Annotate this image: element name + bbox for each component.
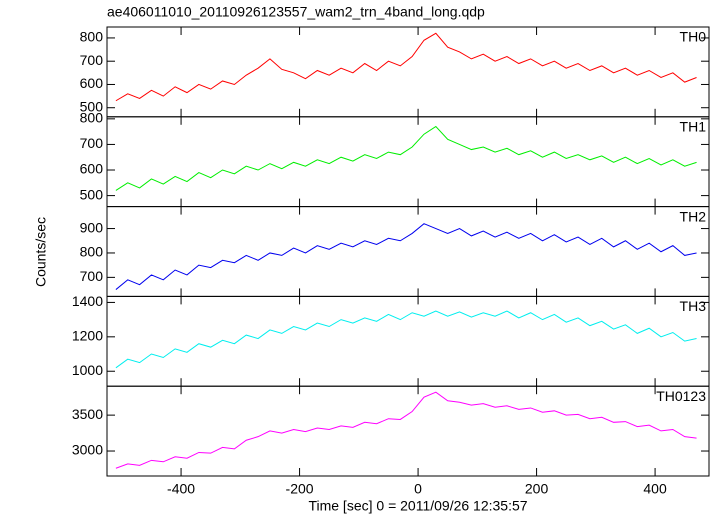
panel-frame (106, 295, 710, 387)
x-tick-label: 0 (414, 481, 422, 497)
y-tick-label: 1400 (72, 293, 103, 309)
panel-frame (106, 206, 710, 297)
y-tick-label: 700 (80, 135, 104, 151)
line (115, 391, 697, 469)
y-tick-label: 800 (80, 110, 104, 126)
panel-label: TH0123 (656, 388, 706, 404)
chart-title: ae406011010_20110926123557_wam2_trn_4ban… (107, 4, 485, 20)
x-tick-label: -200 (286, 481, 314, 497)
y-axis-label: Counts/sec (33, 217, 49, 287)
x-axis-label: Time [sec] 0 = 2011/09/26 12:35:57 (308, 498, 527, 514)
x-tick-label: -400 (167, 481, 195, 497)
x-tick-label: 400 (643, 481, 667, 497)
line (115, 125, 697, 191)
y-tick-label: 500 (80, 98, 104, 114)
y-tick-label: 1000 (72, 362, 103, 378)
y-tick-label: 900 (80, 219, 104, 235)
panel-frame (106, 26, 710, 118)
panel-label: TH2 (680, 208, 707, 224)
panel-label: TH0 (680, 29, 707, 45)
y-tick-label: 700 (80, 268, 104, 284)
x-tick-label: 200 (525, 481, 549, 497)
panel-frame (106, 116, 710, 208)
line (115, 223, 697, 290)
y-tick-label: 1200 (72, 328, 103, 344)
line (115, 32, 697, 102)
y-tick-label: 600 (80, 161, 104, 177)
panel-label: TH3 (680, 298, 707, 314)
y-tick-label: 500 (80, 186, 104, 202)
y-tick-label: 3500 (72, 406, 103, 422)
panel-frame (106, 385, 710, 477)
y-tick-label: 800 (80, 29, 104, 45)
line (115, 310, 697, 369)
y-tick-label: 800 (80, 244, 104, 260)
y-tick-label: 600 (80, 75, 104, 91)
panel-label: TH1 (680, 119, 707, 135)
y-tick-label: 700 (80, 52, 104, 68)
y-tick-label: 3000 (72, 442, 103, 458)
